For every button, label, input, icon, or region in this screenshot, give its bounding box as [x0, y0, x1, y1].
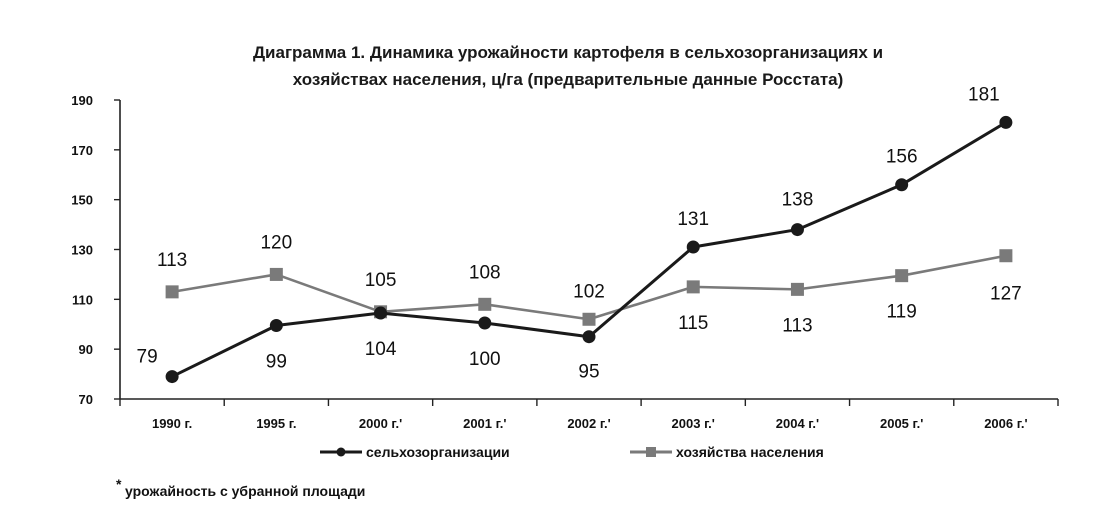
data-point-households [790, 282, 804, 296]
data-point-households [686, 280, 700, 294]
data-point-households [582, 312, 596, 326]
axes: 70 90 110 130 150 170 190 1990 г. 1995 г. 2000 г.… [71, 93, 1059, 431]
chart-title-line-2: хозяйствах населения, ц/га (предваритель… [293, 70, 844, 89]
data-point-households [999, 249, 1013, 263]
data-point-agri-orgs [269, 318, 283, 332]
x-category-label: 2001 г.' [463, 416, 506, 431]
data-point-agri-orgs [999, 115, 1013, 129]
data-label-households: 119 [887, 302, 917, 323]
data-point-agri-orgs [478, 316, 492, 330]
x-category-label: 2006 г.' [984, 416, 1027, 431]
legend-label: сельхозорганизации [366, 444, 510, 460]
y-tick-label: 70 [79, 392, 93, 407]
data-label-agri-orgs: 99 [266, 351, 287, 372]
series-layer [165, 115, 1013, 384]
y-tick-label: 130 [71, 243, 93, 258]
data-point-agri-orgs [686, 240, 700, 254]
legend-item-households: хозяйства населения [630, 444, 824, 460]
data-label-agri-orgs: 131 [677, 209, 709, 230]
data-label-households: 102 [573, 281, 605, 302]
footnote-text: урожайность с убранной площади [125, 483, 365, 499]
data-labels: 79 99 104 100 95 131 138 156 181 113 120 105 108 102 1… [137, 84, 1022, 382]
y-tick-label: 90 [79, 342, 93, 357]
legend-label: хозяйства населения [676, 444, 824, 460]
legend-marker-square [646, 447, 656, 457]
data-label-agri-orgs: 95 [578, 362, 599, 383]
data-label-agri-orgs: 100 [469, 349, 501, 370]
x-category-label: 1995 г. [256, 416, 296, 431]
data-point-agri-orgs [895, 178, 909, 192]
data-label-households: 108 [469, 262, 501, 283]
footnote: * урожайность с убранной площади [116, 476, 365, 499]
data-point-agri-orgs [582, 330, 596, 344]
legend-item-agri-orgs: сельхозорганизации [320, 444, 510, 460]
data-label-households: 113 [782, 315, 812, 336]
data-label-agri-orgs: 138 [782, 190, 814, 211]
data-point-households [269, 267, 283, 281]
y-tick-label: 150 [71, 193, 93, 208]
data-label-agri-orgs: 181 [968, 84, 1000, 105]
data-label-households: 127 [990, 284, 1022, 305]
x-category-label: 2002 г.' [567, 416, 610, 431]
data-label-households: 115 [678, 313, 708, 334]
data-label-agri-orgs: 104 [365, 339, 397, 360]
x-category-label: 2005 г.' [880, 416, 923, 431]
y-tick-label: 110 [72, 292, 93, 307]
data-label-agri-orgs: 156 [886, 147, 918, 168]
legend-marker-circle [336, 447, 346, 457]
chart-title-line-1: Диаграмма 1. Динамика урожайности картоф… [253, 43, 883, 62]
data-label-households: 105 [365, 270, 397, 291]
data-point-households [165, 285, 179, 299]
data-label-households: 120 [260, 232, 292, 253]
footnote-marker: * [116, 476, 122, 492]
data-label-agri-orgs: 79 [137, 347, 158, 368]
y-tick-label: 170 [71, 143, 93, 158]
chart-title: Диаграмма 1. Динамика урожайности картоф… [253, 43, 883, 89]
data-point-agri-orgs [790, 223, 804, 237]
data-point-agri-orgs [165, 370, 179, 384]
data-point-agri-orgs [374, 306, 388, 320]
x-category-label: 2003 г.' [672, 416, 715, 431]
x-category-label: 2004 г.' [776, 416, 819, 431]
data-point-households [895, 269, 909, 283]
x-category-label: 1990 г. [152, 416, 192, 431]
data-label-households: 113 [157, 250, 187, 271]
y-tick-label: 190 [71, 93, 93, 108]
x-category-label: 2000 г.' [359, 416, 402, 431]
legend: сельхозорганизации хозяйства населения [320, 444, 824, 460]
data-point-households [478, 297, 492, 311]
